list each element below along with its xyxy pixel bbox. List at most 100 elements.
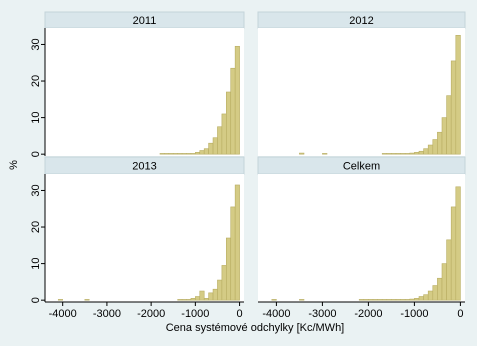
bar [395, 299, 401, 301]
x-tick-label: -4000 [262, 308, 290, 320]
bar [409, 152, 415, 155]
bar [230, 67, 236, 155]
bar [377, 299, 383, 301]
bar [195, 296, 201, 301]
bar [358, 299, 365, 301]
y-tick-label: 0 [30, 297, 42, 303]
bar [221, 265, 227, 301]
bar [322, 153, 328, 155]
bar [226, 91, 232, 155]
bar [57, 299, 63, 301]
bar [208, 292, 214, 301]
bar [84, 299, 90, 301]
bar [181, 153, 187, 155]
bar [441, 117, 447, 155]
bar [234, 184, 240, 301]
bar [168, 153, 174, 155]
x-tick-label: 0 [237, 308, 243, 320]
bar [299, 299, 305, 301]
bar [404, 153, 411, 155]
bar [212, 288, 218, 301]
bar [199, 290, 205, 301]
bar [450, 60, 457, 155]
x-tick-label: -3000 [308, 308, 336, 320]
bar [186, 153, 192, 155]
bar [234, 45, 240, 155]
bar [395, 153, 401, 155]
plot-area [45, 174, 244, 302]
panel-title: Celkem [343, 160, 380, 172]
bar [299, 152, 305, 155]
bar [181, 299, 187, 301]
bar [159, 153, 165, 155]
bar [450, 206, 457, 301]
y-tick-label: 30 [30, 38, 42, 50]
bar [437, 131, 443, 155]
bar [400, 153, 406, 155]
bar [404, 299, 411, 301]
bar [446, 95, 452, 155]
bar [221, 113, 227, 155]
bar [455, 35, 461, 155]
bar [414, 152, 420, 155]
bar [409, 298, 415, 301]
y-tick-label: 30 [30, 184, 42, 196]
bar [217, 279, 223, 301]
bar [186, 299, 192, 301]
y-tick-label: 10 [30, 257, 42, 269]
y-axis-label: % [8, 160, 20, 170]
bar [427, 290, 434, 301]
bar [432, 285, 438, 301]
bar [441, 263, 447, 301]
bar [195, 152, 201, 155]
plot-area [258, 174, 465, 302]
bar [381, 153, 388, 155]
bar [368, 299, 374, 301]
bar [190, 298, 196, 301]
bar [391, 299, 397, 301]
x-tick-label: -1000 [181, 308, 209, 320]
y-tick-label: 10 [30, 111, 42, 123]
bar [199, 150, 205, 155]
bar [208, 142, 214, 155]
bar [446, 239, 452, 301]
bar [217, 126, 223, 155]
bar [391, 153, 397, 155]
bar [172, 153, 178, 155]
x-tick-label: -1000 [400, 308, 428, 320]
bar [455, 186, 461, 301]
bar [363, 299, 369, 301]
plot-area [258, 28, 465, 156]
x-tick-label: -4000 [49, 308, 77, 320]
x-tick-label: -2000 [354, 308, 382, 320]
bar [418, 296, 424, 301]
bar [226, 237, 232, 301]
y-tick-label: 20 [30, 221, 42, 233]
bar [386, 299, 392, 301]
bar [177, 153, 183, 155]
bar [418, 150, 424, 155]
bar [432, 139, 438, 155]
bar [381, 299, 388, 301]
bar [427, 144, 434, 155]
x-axis-label: Cena systémové odchylky [Kc/MWh] [166, 322, 345, 334]
x-tick-label: -3000 [93, 308, 121, 320]
bar [423, 294, 429, 301]
bar [372, 299, 378, 301]
bar [212, 137, 218, 155]
y-tick-label: 20 [30, 75, 42, 87]
bar [386, 153, 392, 155]
bar [400, 299, 406, 301]
bar [203, 298, 209, 301]
plot-area [45, 28, 244, 156]
y-tick-label: 0 [30, 151, 42, 157]
x-tick-label: 0 [457, 308, 463, 320]
panel-title: 2013 [132, 160, 156, 172]
bar [177, 299, 183, 301]
bar [437, 277, 443, 301]
panel-title: 2011 [133, 15, 157, 27]
bar [190, 153, 196, 155]
x-tick-label: -2000 [137, 308, 165, 320]
bar [203, 148, 209, 155]
